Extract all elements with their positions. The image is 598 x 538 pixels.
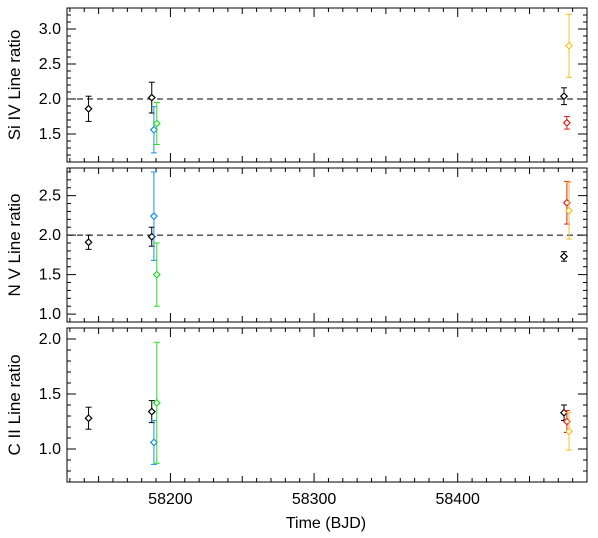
diamond-marker <box>152 119 161 128</box>
data-point <box>147 400 156 424</box>
diamond-marker <box>564 427 574 436</box>
diamond-marker <box>147 93 156 102</box>
diamond-marker <box>84 104 93 113</box>
y-tick-label: 2.5 <box>39 188 61 205</box>
panel-c-ii: 1.0 1.5 2.0 C II Line ratio 58200 58300 58400 <box>5 327 588 508</box>
y-tick-label: 2.5 <box>39 56 61 73</box>
y-tick-label: 1.0 <box>39 441 61 458</box>
diamond-marker <box>559 92 569 101</box>
diamond-marker <box>84 414 93 423</box>
x-tick-label: 58300 <box>292 491 337 508</box>
panels: 1.5 2.0 2.5 3.0 Si IV Line ratio 1.0 1.5 2.0 2.5… <box>5 7 588 508</box>
diamond-marker <box>149 212 158 221</box>
data-point <box>84 234 93 250</box>
diamond-marker <box>564 206 574 215</box>
data-point <box>152 102 161 145</box>
panel-n-v: 1.0 1.5 2.0 2.5 N V Line ratio <box>5 167 588 323</box>
data-point <box>152 341 161 464</box>
diamond-marker <box>559 408 569 417</box>
diamond-marker <box>149 438 158 447</box>
diamond-marker <box>149 125 158 134</box>
data-point <box>562 116 571 130</box>
y-tick-label: 1.5 <box>39 386 61 403</box>
y-axis-label: C II Line ratio <box>5 354 24 455</box>
y-tick-label: 2.0 <box>39 227 61 244</box>
diamond-marker <box>559 252 569 261</box>
panel-si-iv: 1.5 2.0 2.5 3.0 Si IV Line ratio <box>5 7 588 163</box>
diamond-marker <box>564 41 574 50</box>
data-point <box>84 406 93 430</box>
data-point <box>149 419 158 465</box>
y-tick-label: 1.5 <box>39 267 61 284</box>
diamond-marker <box>152 398 161 407</box>
y-axis-label: Si IV Line ratio <box>5 30 24 141</box>
data-point <box>559 251 569 262</box>
x-axis-label: Time (BJD) <box>286 515 366 532</box>
data-point <box>564 13 574 78</box>
y-tick-label: 1.0 <box>39 306 61 323</box>
plot-frame <box>66 7 588 163</box>
diamond-marker <box>147 407 156 416</box>
data-point <box>564 181 574 240</box>
y-tick-label: 1.5 <box>39 126 61 143</box>
data-point <box>564 412 574 451</box>
data-point <box>559 87 569 106</box>
data-point <box>149 171 158 261</box>
diamond-marker <box>84 238 93 247</box>
x-tick-label: 58200 <box>148 491 193 508</box>
y-tick-label: 2.0 <box>39 91 61 108</box>
x-tick-label: 58400 <box>435 491 480 508</box>
plot-frame <box>66 167 588 323</box>
data-point <box>152 242 161 307</box>
y-axis-label: N V Line ratio <box>5 194 24 297</box>
diamond-marker <box>562 118 571 127</box>
plot-frame <box>66 327 588 483</box>
y-tick-label: 3.0 <box>39 21 61 38</box>
data-point <box>84 95 93 122</box>
diamond-marker <box>152 270 161 279</box>
y-tick-label: 2.0 <box>39 331 61 348</box>
data-point <box>149 106 158 154</box>
